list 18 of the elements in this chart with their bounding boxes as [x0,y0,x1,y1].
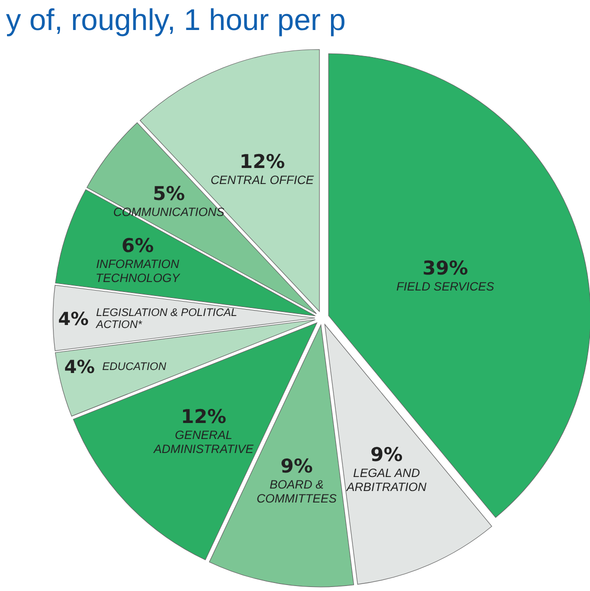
slice-label: GENERAL ADMINISTRATIVE [152,428,254,456]
data-label: 4% [64,357,95,378]
slice-label: EDUCATION [102,361,166,374]
data-label: 6% [121,235,154,258]
slice-label: CENTRAL OFFICE [210,172,315,187]
data-label: 9% [370,444,403,466]
data-label: 12% [239,150,285,173]
slice-label: LEGAL AND ARBITRATION [346,466,427,494]
slice-label: INFORMATION TECHNOLOGY [96,257,181,286]
data-label: 12% [180,406,226,428]
data-label: 4% [58,309,89,330]
slice-label: LEGISLATION & POLITICAL ACTION* [95,307,238,331]
slice-label: FIELD SERVICES [396,280,494,294]
chart-title: y of, roughly, 1 hour per p [6,4,346,37]
data-label: 5% [152,183,185,206]
slice-label: BOARD & COMMITTEES [256,477,337,506]
data-label: 9% [280,455,313,478]
data-label: 39% [422,258,468,280]
